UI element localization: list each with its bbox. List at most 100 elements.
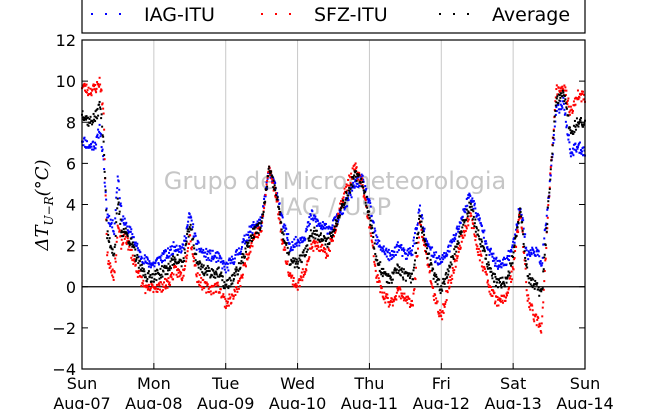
data-point [283, 248, 286, 251]
data-point [336, 215, 339, 218]
data-point [509, 275, 512, 278]
data-point [553, 120, 556, 123]
data-point [542, 243, 545, 246]
data-point [134, 248, 137, 251]
data-point [138, 270, 141, 273]
data-point [214, 255, 217, 258]
data-point [274, 196, 277, 199]
data-point [369, 232, 372, 235]
data-point [320, 238, 323, 241]
data-point [392, 298, 395, 301]
data-point [291, 240, 294, 243]
data-point [144, 284, 147, 287]
data-point [441, 260, 444, 263]
data-point [194, 252, 197, 255]
data-point [197, 266, 200, 269]
data-point [155, 279, 158, 282]
data-point [284, 224, 287, 227]
data-point [265, 183, 268, 186]
data-point [508, 286, 511, 289]
data-point [582, 146, 585, 149]
data-point [539, 329, 542, 332]
data-point [287, 271, 290, 274]
data-point [330, 240, 333, 243]
data-point [252, 239, 255, 242]
data-point [305, 250, 308, 253]
data-point [520, 213, 523, 216]
data-point [228, 293, 231, 296]
data-point [410, 249, 413, 252]
data-point [383, 271, 386, 274]
data-point [93, 115, 96, 118]
data-point [199, 268, 202, 271]
data-point [458, 235, 461, 238]
data-point [532, 284, 535, 287]
data-point [532, 249, 535, 252]
data-point [94, 147, 97, 150]
data-point [447, 281, 450, 284]
data-point [347, 189, 350, 192]
data-point [483, 248, 486, 251]
data-point [154, 269, 157, 272]
data-point [472, 227, 475, 230]
data-point [523, 250, 526, 253]
data-point [365, 195, 368, 198]
data-point [112, 276, 115, 279]
data-point [349, 175, 352, 178]
data-point [394, 295, 397, 298]
data-point [218, 254, 221, 257]
data-point [111, 268, 114, 271]
data-point [87, 86, 90, 89]
data-point [480, 240, 483, 243]
data-point [166, 279, 169, 282]
legend-item: Average [439, 4, 570, 26]
data-point [488, 285, 491, 288]
data-point [497, 278, 500, 281]
data-point [104, 189, 107, 192]
data-point [297, 266, 300, 269]
data-point [342, 202, 345, 205]
data-point [388, 259, 391, 262]
data-point [179, 245, 182, 248]
data-point [121, 243, 124, 246]
data-point [527, 294, 530, 297]
data-point [459, 233, 462, 236]
data-point [302, 239, 305, 242]
data-point [499, 265, 502, 268]
data-point [478, 253, 481, 256]
data-point [501, 282, 504, 285]
data-point [515, 223, 518, 226]
data-point [562, 94, 565, 97]
data-point [498, 280, 501, 283]
data-point [271, 180, 274, 183]
data-point [266, 179, 269, 182]
data-point [195, 248, 198, 251]
data-point [298, 278, 301, 281]
data-point [104, 185, 107, 188]
data-point [477, 229, 480, 232]
data-point [522, 233, 525, 236]
data-point [239, 276, 242, 279]
data-point [103, 170, 106, 173]
x-tick-label-day: Sun [67, 374, 97, 393]
data-point [182, 257, 185, 260]
data-point [113, 233, 116, 236]
data-point [400, 269, 403, 272]
data-point [165, 250, 168, 253]
data-point [437, 310, 440, 313]
data-point [454, 245, 457, 248]
data-point [394, 269, 397, 272]
data-point [468, 193, 471, 196]
data-point [429, 258, 432, 261]
data-point [555, 97, 558, 100]
data-point [166, 286, 169, 289]
data-point [578, 151, 581, 154]
data-point [447, 273, 450, 276]
data-point [385, 293, 388, 296]
data-point [464, 230, 467, 233]
y-tick-label: 10 [56, 72, 76, 91]
data-point [282, 226, 285, 229]
data-point [188, 242, 191, 245]
data-point [226, 278, 229, 281]
data-point [521, 230, 524, 233]
